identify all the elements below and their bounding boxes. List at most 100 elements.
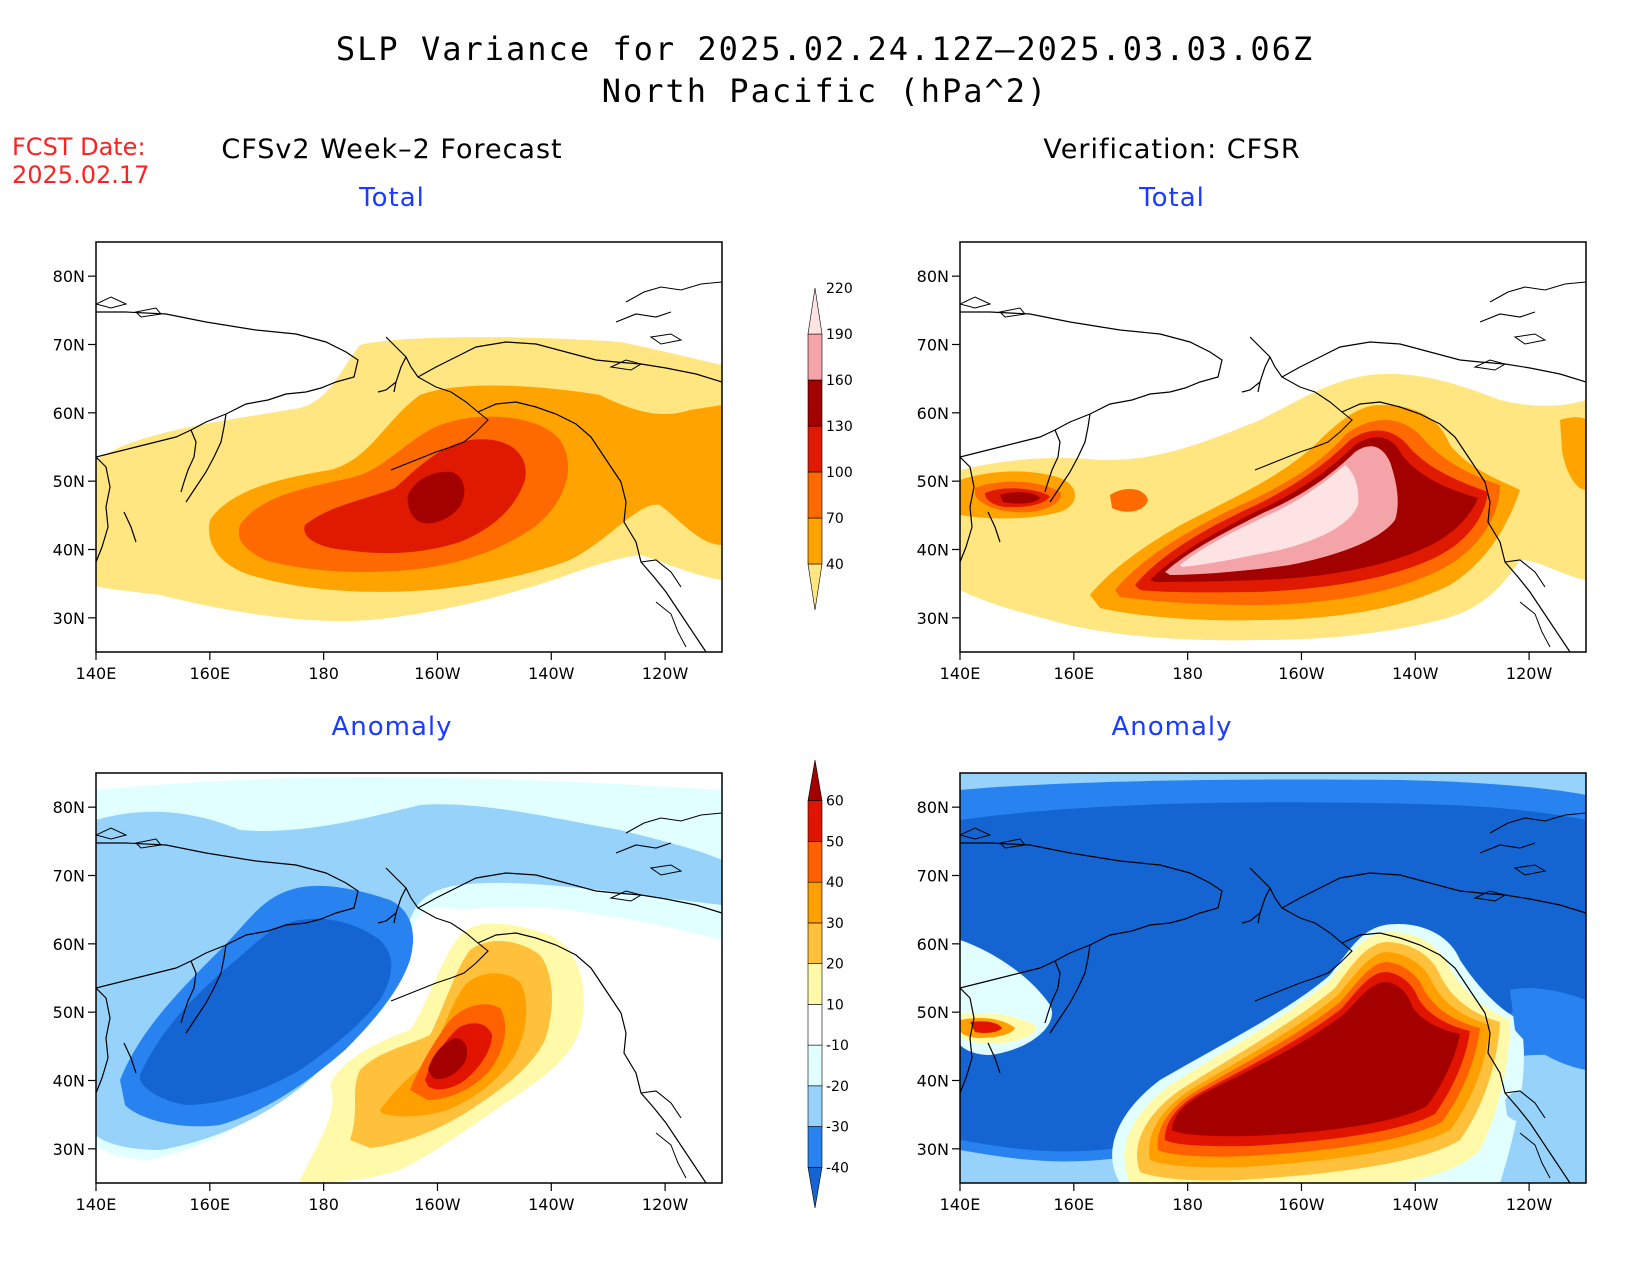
colorbar-swatch <box>807 287 823 335</box>
lon-tick-label: 120W <box>642 1195 689 1214</box>
fcst-date-value: 2025.02.17 <box>12 161 150 189</box>
lon-tick-label: 180 <box>308 664 339 683</box>
colorbar-swatch <box>807 563 823 611</box>
lon-tick-label: 140E <box>76 664 117 683</box>
colorbar-swatch <box>807 1126 823 1168</box>
panel-verif-anomaly <box>959 772 1587 1184</box>
colorbar-swatch <box>807 841 823 883</box>
lat-tick-label: 60N <box>53 404 85 423</box>
lat-tick-label: 30N <box>917 1140 949 1159</box>
lon-tick-label: 160E <box>189 1195 230 1214</box>
lat-tick-label: 80N <box>917 267 949 286</box>
axes-layer: 30N 40N 50N 60N 70N 80N 140E 160E 180 160W 140W 120… <box>53 267 1553 1214</box>
contour-60-main <box>1172 982 1460 1137</box>
lon-tick-label: 180 <box>1172 664 1203 683</box>
lon-tick-label: 140W <box>528 1195 575 1214</box>
lat-tick-label: 30N <box>53 609 85 628</box>
panel-forecast-total-title: Total <box>359 183 425 213</box>
lon-tick-label: 140E <box>940 1195 981 1214</box>
contour-160 <box>1000 492 1040 504</box>
colorbar-swatch <box>807 333 823 381</box>
colorbar-label: -40 <box>826 1160 849 1176</box>
lon-tick-label: 160E <box>189 664 230 683</box>
lon-tick-label: 160W <box>414 664 461 683</box>
contour-70-b <box>1110 488 1148 512</box>
colorbar-label: 40 <box>826 875 844 891</box>
lat-tick-label: 40N <box>53 541 85 560</box>
lon-tick-label: 140E <box>940 664 981 683</box>
lon-tick-label: 180 <box>1172 1195 1203 1214</box>
colorbar-total: 40 70 100 130 160 190 220 <box>807 281 853 611</box>
colorbar-anomaly: -40 -30 -20 -10 10 20 30 40 50 60 <box>807 759 849 1209</box>
lon-tick-label: 160E <box>1053 664 1094 683</box>
lat-tick-label: 40N <box>53 1072 85 1091</box>
colorbar-swatch <box>807 800 823 842</box>
panel-verif-anomaly-title: Anomaly <box>1111 712 1233 742</box>
lon-tick-label: 140E <box>76 1195 117 1214</box>
panel-forecast-anomaly <box>95 772 723 1184</box>
lat-tick-label: 70N <box>53 867 85 886</box>
lon-tick-label: 160W <box>1278 1195 1325 1214</box>
lat-tick-label: 80N <box>917 798 949 817</box>
lon-tick-label: 160E <box>1053 1195 1094 1214</box>
contour-50-west <box>970 1021 1002 1033</box>
lon-tick-label: 160W <box>414 1195 461 1214</box>
lat-tick-label: 60N <box>53 935 85 954</box>
lon-tick-label: 160W <box>1278 664 1325 683</box>
panel-verif-total-title: Total <box>1139 183 1205 213</box>
panel-forecast-total <box>95 241 723 653</box>
colorbar-swatch <box>807 379 823 427</box>
panel-verif-total <box>959 241 1587 653</box>
contour-neg40 <box>140 918 392 1105</box>
lat-tick-label: 30N <box>53 1140 85 1159</box>
colorbar-label: 20 <box>826 957 844 973</box>
main-subtitle: North Pacific (hPa^2) <box>601 72 1049 110</box>
lat-tick-label: 80N <box>53 267 85 286</box>
colorbar-swatch <box>807 1085 823 1127</box>
contour-160 <box>407 471 465 524</box>
lat-tick-label: 70N <box>917 336 949 355</box>
colorbar-swatch <box>807 471 823 519</box>
contour-neg30-east <box>1510 988 1586 1070</box>
lat-tick-label: 50N <box>53 472 85 491</box>
colorbar-swatch <box>807 881 823 924</box>
lat-tick-label: 50N <box>917 1003 949 1022</box>
colorbar-label: -30 <box>826 1120 849 1136</box>
colorbar-swatch <box>807 1004 823 1046</box>
lat-tick-label: 50N <box>53 1003 85 1022</box>
lat-tick-label: 60N <box>917 935 949 954</box>
lat-tick-label: 70N <box>917 867 949 886</box>
contour-neg40 <box>960 802 1586 1152</box>
colorbar-label: 60 <box>826 794 844 810</box>
colorbar-label: -20 <box>826 1079 849 1095</box>
panel-forecast-anomaly-title: Anomaly <box>331 712 453 742</box>
colorbar-label: 50 <box>826 834 844 850</box>
left-column-title: CFSv2 Week–2 Forecast <box>221 134 563 165</box>
colorbar-label: 30 <box>826 916 844 932</box>
colorbar-swatch <box>807 1044 823 1087</box>
lat-tick-label: 40N <box>917 1072 949 1091</box>
colorbar-swatch <box>807 517 823 565</box>
lon-tick-label: 120W <box>1506 1195 1553 1214</box>
colorbar-label: 160 <box>826 373 853 389</box>
colorbar-label: 220 <box>826 281 853 297</box>
fcst-date-label: FCST Date: <box>12 133 146 161</box>
colorbar-label: 40 <box>826 557 844 573</box>
contour-220 <box>1180 465 1359 567</box>
lon-tick-label: 140W <box>528 664 575 683</box>
lat-tick-label: 70N <box>53 336 85 355</box>
colorbar-swatch <box>807 425 823 473</box>
lat-tick-label: 60N <box>917 404 949 423</box>
lat-tick-label: 50N <box>917 472 949 491</box>
colorbar-swatch <box>807 922 823 964</box>
lon-tick-label: 180 <box>308 1195 339 1214</box>
lon-tick-label: 140W <box>1392 1195 1439 1214</box>
colorbar-swatch <box>807 963 823 1005</box>
lat-tick-label: 40N <box>917 541 949 560</box>
contour-70-east <box>1560 417 1586 490</box>
right-column-title: Verification: CFSR <box>1043 134 1301 165</box>
lat-tick-label: 30N <box>917 609 949 628</box>
colorbar-label: 70 <box>826 511 844 527</box>
colorbar-swatch <box>807 1166 823 1209</box>
